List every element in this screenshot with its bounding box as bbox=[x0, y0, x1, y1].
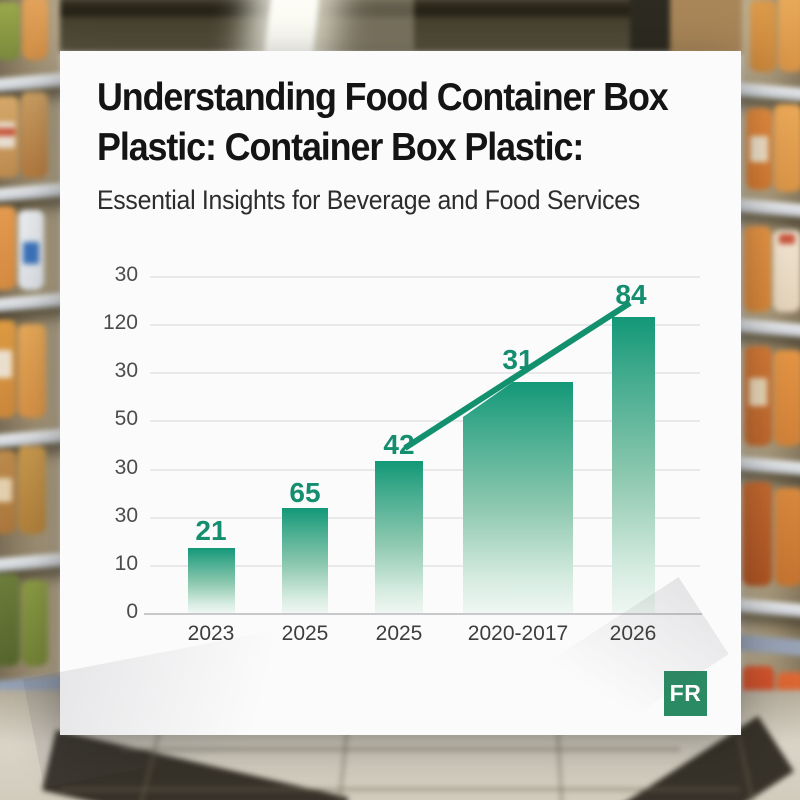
gridline bbox=[150, 517, 700, 519]
jar bbox=[0, 2, 20, 60]
jar bbox=[18, 324, 46, 418]
shelf-edge bbox=[731, 82, 800, 103]
cardboard-box bbox=[670, 0, 750, 54]
jar bbox=[22, 580, 48, 666]
jar bbox=[774, 104, 800, 192]
right-shelf bbox=[731, 0, 800, 800]
y-tick-label: 120 bbox=[102, 311, 138, 334]
bar-2023 bbox=[188, 548, 235, 613]
light-glow bbox=[318, 0, 414, 50]
y-tick-label: 30 bbox=[114, 504, 138, 527]
bar-value-label: 84 bbox=[615, 279, 647, 310]
jar-label bbox=[0, 128, 15, 136]
x-tick-label: 2025 bbox=[375, 622, 423, 645]
jar-label bbox=[23, 242, 39, 264]
card-subtitle: Essential Insights for Beverage and Food… bbox=[97, 185, 640, 215]
jar-label bbox=[750, 136, 768, 162]
bar-2020-2017 bbox=[463, 382, 573, 613]
x-tick-label: 2026 bbox=[609, 622, 657, 645]
left-shelf bbox=[0, 0, 75, 800]
jar bbox=[750, 0, 776, 72]
y-tick-label: 50 bbox=[114, 407, 138, 430]
jar bbox=[0, 206, 16, 290]
bar-2025-b bbox=[375, 461, 423, 613]
bar-value-label: 21 bbox=[195, 515, 227, 546]
title-line-1: Understanding Food Container Box bbox=[97, 76, 669, 119]
bar-value-label: 42 bbox=[383, 429, 415, 460]
jar bbox=[22, 0, 48, 60]
bar-2026 bbox=[612, 317, 655, 613]
infographic-card: Understanding Food Container Box Plastic… bbox=[60, 51, 741, 735]
jar bbox=[21, 92, 48, 178]
shelf-edge bbox=[731, 598, 800, 619]
shelf-edge bbox=[731, 318, 800, 339]
tile-grout bbox=[60, 788, 740, 791]
y-tick-label: 30 bbox=[114, 263, 138, 286]
tile-grout bbox=[120, 748, 680, 751]
gridline bbox=[150, 469, 700, 471]
card-title: Understanding Food Container Box Plastic… bbox=[97, 73, 704, 173]
jar bbox=[744, 226, 771, 312]
ceiling bbox=[56, 0, 800, 69]
jar bbox=[778, 0, 800, 72]
shelf-edge bbox=[731, 198, 800, 219]
jar bbox=[774, 350, 800, 446]
y-tick-label: 30 bbox=[114, 359, 138, 382]
shelf-edge bbox=[731, 456, 800, 477]
shelf-kickplate bbox=[733, 634, 800, 658]
jar bbox=[18, 446, 46, 534]
gridline bbox=[150, 276, 700, 278]
y-tick-label: 0 bbox=[126, 600, 138, 623]
bar-value-label: 65 bbox=[289, 477, 321, 508]
jar bbox=[0, 574, 20, 666]
jar-label bbox=[0, 478, 12, 502]
y-tick-label: 10 bbox=[114, 552, 138, 575]
ceiling-beam bbox=[56, 5, 800, 17]
jar-label bbox=[0, 350, 12, 378]
jar bbox=[775, 488, 800, 586]
jar bbox=[742, 482, 772, 586]
x-tick-label: 2020-2017 bbox=[467, 622, 569, 645]
brand-badge: FR bbox=[664, 671, 707, 716]
title-line-2: Plastic: Container Box Plastic: bbox=[97, 126, 584, 169]
x-tick-label: 2023 bbox=[187, 622, 235, 645]
jar-label bbox=[749, 378, 767, 406]
bar-value-label: 31 bbox=[502, 344, 534, 375]
x-tick-label: 2025 bbox=[281, 622, 329, 645]
y-tick-label: 30 bbox=[114, 456, 138, 479]
gridline bbox=[150, 565, 700, 567]
jar-label bbox=[779, 234, 795, 244]
x-axis-line bbox=[144, 613, 702, 615]
bar-2025-a bbox=[282, 508, 328, 613]
